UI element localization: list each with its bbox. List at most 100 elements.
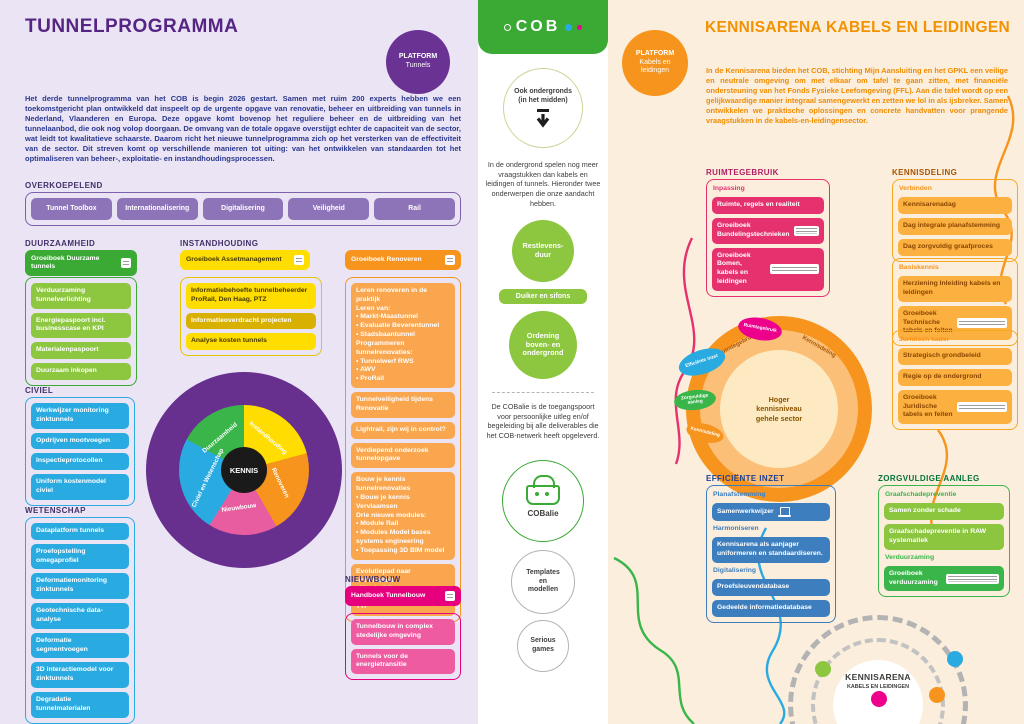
serious-games-circle: Serious games bbox=[517, 620, 569, 672]
wetenschap-list: Dataplatform tunnels Proefopstelling ome… bbox=[25, 517, 135, 724]
kennisdeling-juridisch: Juridisch kader Strategisch grondbeleid … bbox=[892, 330, 1018, 431]
list-item-label: Groeiboek verduurzaming bbox=[889, 569, 938, 586]
wetenschap-heading: WETENSCHAP bbox=[25, 506, 86, 515]
list-item-label: Groeiboek Bundelingstechnieken bbox=[717, 221, 790, 238]
overkoepelend-row: Tunnel Toolbox Internationalisering Digi… bbox=[25, 192, 461, 227]
cob-center-panel: COB Ook ondergronds (in het midden) In d… bbox=[478, 0, 608, 724]
kennisdeling-heading: KENNISDELING bbox=[892, 168, 958, 177]
restlevensduur-circle: Restlevens- duur bbox=[512, 220, 574, 282]
list-item: Werkwijzer monitoring zinktunnels bbox=[31, 403, 129, 429]
book-icon bbox=[770, 264, 819, 275]
list-item-label: Groeiboek Bomen, kabels en leidingen bbox=[717, 251, 751, 286]
duurzaamheid-list: Verduurzaming tunnelverlichting Energiep… bbox=[25, 277, 137, 386]
list-item-label: Samenwerkwijzer bbox=[717, 507, 774, 515]
platform-kabels-badge: PLATFORM Kabels en leidingen bbox=[622, 30, 688, 96]
logo-dot-pink bbox=[577, 24, 583, 30]
book-icon bbox=[121, 258, 131, 269]
group-label: Verbinden bbox=[899, 185, 932, 192]
list-item: Dag zorgvuldig graafproces bbox=[898, 238, 1012, 256]
group-label: Inpassing bbox=[713, 185, 745, 192]
arena-dot-green bbox=[815, 661, 831, 677]
book-icon bbox=[946, 573, 999, 584]
list-item: Opdrijven mootvoegen bbox=[31, 432, 129, 450]
badge-platform-label: PLATFORM bbox=[635, 49, 675, 57]
list-item: Geotechnische data-analyse bbox=[31, 603, 129, 629]
wheel-center-kennis: KENNIS bbox=[221, 447, 267, 493]
civiel-list: Werkwijzer monitoring zinktunnels Opdrij… bbox=[25, 397, 135, 506]
group-label: Basiskennis bbox=[899, 264, 939, 271]
list-item: Informatieoverdracht projecten bbox=[186, 312, 316, 330]
list-item: Kennisarena als aanjager uniformeren en … bbox=[712, 537, 830, 563]
cob-logo-block: COB bbox=[478, 0, 608, 54]
kennisarena-intro: In de Kennisarena bieden het COB, sticht… bbox=[706, 66, 1008, 126]
wheel-center-label: Hoger kennisniveau gehele sector bbox=[720, 350, 838, 468]
group-label: Verduurzaming bbox=[885, 553, 935, 561]
list-item: Ruimte, regels en realiteit bbox=[712, 197, 824, 214]
center-paragraph-2: De COBalie is de toegangspoort voor pers… bbox=[486, 402, 600, 441]
book-icon bbox=[957, 318, 1007, 329]
logo-dot-outline bbox=[503, 23, 511, 31]
book-icon bbox=[445, 255, 455, 265]
list-item: Kennisarenadag bbox=[898, 197, 1012, 214]
list-item: Graafschadepreventie in RAW systematiek bbox=[884, 523, 1004, 550]
instandhouding-list: Informatiebehoefte tunnelbeheerder ProRa… bbox=[180, 277, 322, 357]
groeiboek-label: Groeiboek Renoveren bbox=[351, 255, 422, 263]
list-item: Deformatiemonitoring zinktunnels bbox=[31, 573, 129, 600]
nieuwbouw-list: Tunnelbouw in complex stedelijke omgevin… bbox=[345, 613, 461, 681]
book-icon bbox=[957, 402, 1007, 413]
list-item: Deformatie segmentvoegen bbox=[31, 632, 129, 659]
cobalie-basket-icon bbox=[526, 474, 560, 505]
ordening-circle: Ordening boven- en ondergrond bbox=[509, 311, 577, 379]
arena-dot-orange bbox=[929, 687, 945, 703]
civiel-heading: CIVIEL bbox=[25, 386, 54, 395]
list-item: Dag integrale planafstemming bbox=[898, 217, 1012, 235]
groeiboek-label: Groeiboek Duurzame tunnels bbox=[31, 255, 100, 271]
zorgvuldige-aanleg-list: Graafschadepreventie Samen zonder schade… bbox=[878, 485, 1010, 598]
logo-dot-blue bbox=[565, 23, 573, 31]
list-item: Tunnels voor de energietransitie bbox=[351, 648, 455, 675]
cobalie-circle: COBalie bbox=[502, 460, 584, 542]
list-item: Verdiepend onderzoek tunnelopgave bbox=[351, 442, 455, 469]
groeiboek-duurzame-tunnels: Groeiboek Duurzame tunnels bbox=[25, 250, 137, 277]
nieuwbouw-heading: NIEUWBOUW bbox=[345, 575, 401, 584]
tunnelprogramma-title: TUNNELPROGRAMMA bbox=[25, 16, 239, 37]
group-label: Juridisch kader bbox=[899, 336, 950, 343]
segment-civiel-wetenschap: Civiel en Wetenschap bbox=[190, 447, 226, 509]
list-item: Samenwerkwijzer bbox=[712, 503, 830, 522]
cob-logo-text: COB bbox=[515, 18, 561, 35]
groeiboek-label: Groeiboek Assetmanagement bbox=[186, 255, 282, 263]
group-label: Harmoniseren bbox=[713, 525, 759, 533]
center-paragraph-1: In de ondergrond spelen nog meer vraagst… bbox=[485, 160, 601, 208]
list-item: Inspectieprotocollen bbox=[31, 453, 129, 471]
laptop-icon bbox=[777, 507, 825, 518]
segment-nieuwbouw: Nieuwbouw bbox=[221, 502, 257, 514]
kennisdeling-basiskennis: Basiskennis Herziening Inleiding kabels … bbox=[892, 258, 1018, 347]
tunnel-kennis-wheel: Duurzaamheid Instandhouding Renoveren Ni… bbox=[146, 372, 342, 568]
duiker-en-sifons-box: Duiker en sifons bbox=[499, 289, 587, 304]
list-item: Samen zonder schade bbox=[884, 503, 1004, 520]
ruimtegebruik-list: Inpassing Ruimte, regels en realiteit Gr… bbox=[706, 179, 830, 297]
list-item: Groeiboek Bomen, kabels en leidingen bbox=[712, 247, 824, 291]
arena-dot-blue bbox=[947, 651, 963, 667]
zorgvuldige-aanleg-heading: ZORGVULDIGE AANLEG bbox=[878, 474, 980, 483]
list-item: Analyse kosten tunnels bbox=[186, 333, 316, 351]
ruimtegebruik-heading: RUIMTEGEBRUIK bbox=[706, 168, 779, 177]
badge-kabels-label: Kabels en leidingen bbox=[639, 58, 671, 75]
cobalie-label: COBalie bbox=[527, 508, 559, 518]
renoveren-list: Leren renoveren in de praktijk Leren van… bbox=[345, 277, 461, 622]
list-item: Strategisch grondbeleid bbox=[898, 348, 1012, 365]
list-item: Materialenpaspoort bbox=[31, 342, 131, 360]
list-item: 3D interactiemodel voor zinktunnels bbox=[31, 662, 129, 689]
list-item: Tunnelbouw in complex stedelijke omgevin… bbox=[351, 619, 455, 645]
group-label: Digitalisering bbox=[713, 566, 757, 574]
list-item: Tunnelveiligheid tijdens Renovatie bbox=[351, 392, 455, 418]
badge-platform-label: PLATFORM bbox=[398, 53, 438, 61]
list-item: Dataplatform tunnels bbox=[31, 523, 129, 540]
overkoepelend-heading: OVERKOEPELEND bbox=[25, 181, 103, 190]
groeiboek-assetmanagement: Groeiboek Assetmanagement bbox=[180, 250, 310, 270]
download-arrow-icon bbox=[536, 109, 550, 128]
kennisdeling-verbinden: Verbinden Kennisarenadag Dag integrale p… bbox=[892, 179, 1018, 262]
arena-diagram: KENNISARENA KABELS EN LEIDINGEN bbox=[788, 615, 993, 724]
segment-renoveren: Renoveren bbox=[269, 466, 291, 500]
handboek-label: Handboek Tunnelbouw bbox=[351, 591, 426, 599]
